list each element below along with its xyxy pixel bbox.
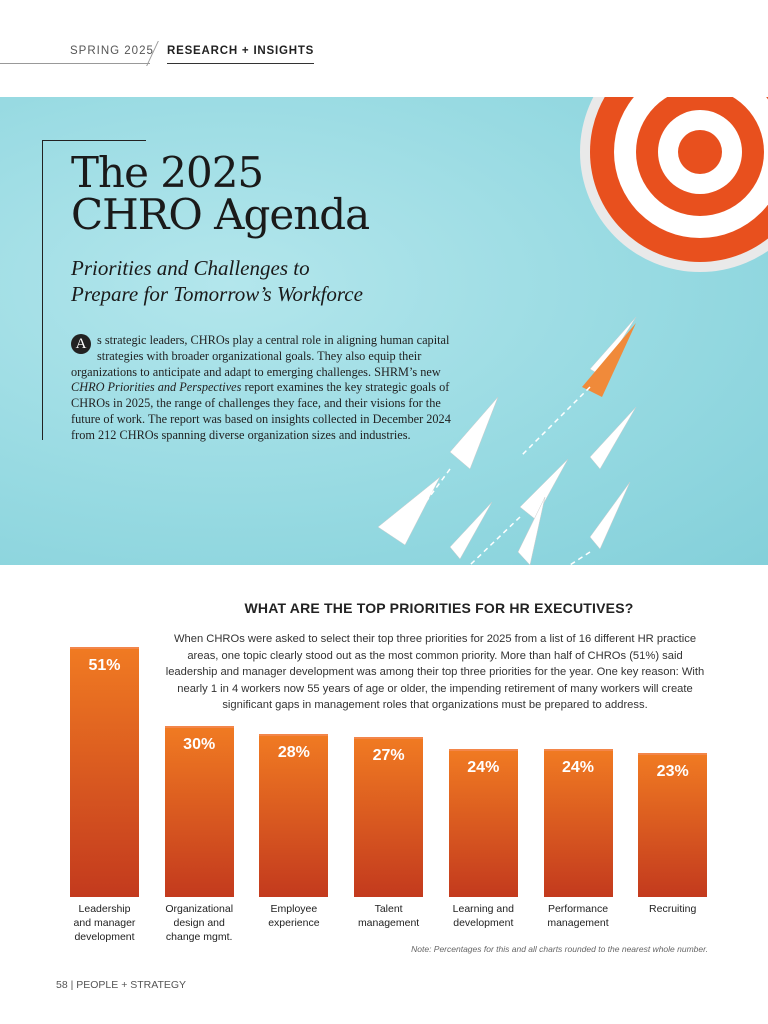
category-label: Employee experience: [268, 903, 320, 929]
publication-name: PEOPLE + STRATEGY: [76, 979, 187, 991]
orange-paper-plane-icon: [582, 323, 636, 397]
category-label: Talent management: [357, 903, 420, 929]
header-rule: [0, 63, 150, 64]
article-subtitle: Priorities and Challenges to Prepare for …: [71, 255, 363, 307]
subtitle-line-2: Prepare for Tomorrow’s Workforce: [71, 282, 363, 306]
section-label: RESEARCH + INSIGHTS: [167, 45, 315, 64]
bar: 24%: [448, 748, 518, 897]
paper-plane-icons: [377, 316, 637, 565]
bar-value-label: 24%: [467, 758, 500, 776]
title-line-2: CHRO Agenda: [71, 190, 370, 239]
drop-cap: A: [71, 334, 91, 354]
bar: 28%: [259, 733, 329, 897]
intro-text-2: report examines the key strategic goals …: [71, 380, 451, 442]
category-label: Performance management: [547, 903, 609, 929]
target-icon: [580, 97, 768, 272]
title-line-1: The 2025: [71, 148, 264, 197]
title-frame: [42, 140, 146, 440]
page-footer: 58 | PEOPLE + STRATEGY: [56, 979, 187, 991]
article-title: The 2025 CHRO Agenda: [71, 148, 370, 239]
bar-value-label: 28%: [277, 743, 310, 761]
chart-title: WHAT ARE THE TOP PRIORITIES FOR HR EXECU…: [244, 600, 634, 616]
bar-value-label: 27%: [372, 747, 405, 765]
target-and-paper-planes-illustration: [377, 97, 768, 565]
bar: 51%: [70, 647, 139, 897]
issue-season: SPRING 2025: [70, 45, 154, 57]
category-label: Recruiting: [649, 903, 697, 915]
chart-description: When CHROs were asked to select their to…: [165, 633, 705, 711]
hero-image: [0, 97, 768, 565]
category-label: Learning and development: [452, 903, 514, 929]
intro-text-1: s strategic leaders, CHROs play a centra…: [71, 333, 450, 379]
report-title: CHRO Priorities and Perspectives: [71, 380, 242, 395]
subtitle-line-1: Priorities and Challenges to: [71, 256, 310, 280]
bar: 24%: [543, 748, 613, 897]
chart-note: Note: Percentages for this and all chart…: [411, 944, 708, 954]
bar-value-label: 51%: [88, 657, 121, 675]
bar: 30%: [164, 726, 234, 897]
bar: 27%: [354, 737, 424, 897]
category-label: Organizational design and change mgmt.: [165, 903, 234, 943]
bar: 23%: [638, 752, 708, 897]
bar-value-label: 30%: [183, 736, 216, 754]
category-label: Leadership and manager development: [73, 903, 136, 943]
bar-value-label: 23%: [656, 762, 689, 780]
bar-value-label: 24%: [561, 758, 595, 776]
page-number: 58: [56, 979, 68, 991]
